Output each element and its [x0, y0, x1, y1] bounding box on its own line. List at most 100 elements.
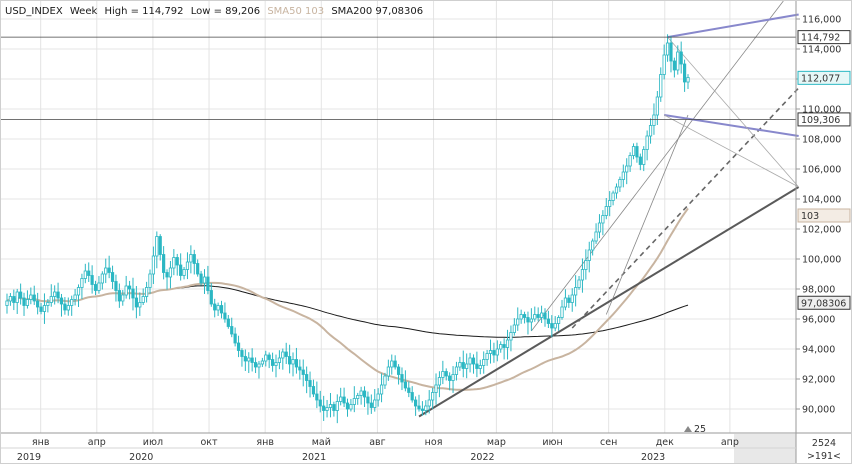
- candle: [315, 381, 319, 409]
- candle: [638, 153, 642, 171]
- candle: [73, 289, 77, 306]
- month-label: окт: [201, 437, 219, 448]
- candle: [648, 118, 653, 144]
- candle: [631, 143, 636, 160]
- candle: [155, 231, 159, 269]
- candle: [172, 249, 176, 276]
- candle: [665, 34, 670, 62]
- price-tag: 112,077: [797, 70, 851, 85]
- candles: [5, 34, 690, 424]
- candle: [458, 356, 462, 371]
- candle: [311, 379, 316, 398]
- candle: [22, 292, 26, 316]
- candle: [131, 277, 135, 311]
- candle: [373, 389, 377, 412]
- candle: [601, 210, 605, 236]
- header-high: High = 114,792: [104, 6, 183, 17]
- candle: [175, 253, 179, 276]
- candle: [417, 394, 421, 412]
- candle: [448, 372, 452, 391]
- candle: [134, 286, 138, 319]
- candle: [199, 270, 203, 286]
- candle: [305, 366, 309, 394]
- candle: [335, 394, 339, 424]
- candle: [168, 260, 173, 289]
- candle: [42, 293, 47, 324]
- candle: [192, 249, 196, 275]
- trendlines: [418, 1, 800, 418]
- sma50-line: [6, 207, 689, 391]
- header-symbol: USD_INDEX: [5, 6, 63, 17]
- candle: [679, 41, 683, 74]
- candle: [49, 284, 53, 307]
- price-tick-label: 100,000: [802, 255, 841, 266]
- candle: [32, 285, 36, 305]
- candle: [124, 275, 128, 299]
- candle: [226, 315, 230, 329]
- month-label: май: [312, 437, 331, 448]
- candle: [676, 45, 680, 75]
- price-tick-label: 114,000: [802, 45, 841, 56]
- candle: [104, 258, 108, 284]
- month-label: сен: [600, 437, 617, 448]
- candle: [121, 289, 125, 306]
- candle: [291, 352, 295, 377]
- corner-top-label: 2524: [812, 438, 836, 449]
- candle: [557, 315, 561, 331]
- candle: [369, 394, 373, 414]
- candle: [672, 57, 676, 78]
- candle: [66, 297, 70, 316]
- main-uptrend-line: [418, 186, 800, 418]
- candle: [407, 381, 411, 398]
- candle: [151, 246, 156, 284]
- candle: [376, 388, 380, 407]
- corner-bottom-label[interactable]: >191<: [807, 451, 841, 462]
- candle: [56, 282, 60, 304]
- candle: [29, 287, 33, 305]
- candle: [383, 372, 387, 389]
- candle: [550, 315, 554, 338]
- candle: [390, 354, 394, 375]
- time-axis: янв апр июл окт янв май авг ноя мар июн сен дек апр 2…: [1, 424, 851, 463]
- candle: [516, 307, 520, 331]
- candle: [243, 349, 247, 372]
- candle: [189, 245, 193, 274]
- candle: [386, 359, 390, 381]
- candle: [580, 258, 585, 293]
- year-label: 2022: [470, 452, 494, 463]
- candle: [682, 59, 687, 92]
- candle: [288, 344, 292, 374]
- fan-line-down: [667, 36, 799, 188]
- candle: [485, 349, 489, 366]
- candle: [349, 398, 353, 412]
- candle: [536, 307, 540, 322]
- candle: [379, 373, 384, 403]
- candle: [424, 400, 428, 416]
- candle: [574, 275, 578, 307]
- svg-text:112,077: 112,077: [801, 73, 840, 84]
- month-label: дек: [656, 437, 674, 448]
- candle: [441, 360, 445, 385]
- price-tick-label: 96,000: [802, 315, 835, 326]
- candle: [420, 401, 425, 416]
- candle: [461, 350, 465, 378]
- candle: [19, 283, 23, 305]
- month-label: янв: [256, 437, 274, 448]
- candle: [625, 158, 629, 185]
- fan-line-steep: [531, 1, 784, 332]
- month-label: авг: [369, 437, 385, 448]
- month-label: апр: [88, 437, 106, 448]
- candle: [267, 352, 271, 369]
- candle: [393, 355, 397, 370]
- price-axis: 90,000 92,000 94,000 96,000 98,000 100,000 102…: [795, 1, 851, 463]
- month-label: янв: [32, 437, 50, 448]
- candle: [233, 327, 237, 347]
- candle: [427, 390, 431, 414]
- candle: [59, 293, 64, 317]
- candle: [117, 283, 121, 308]
- candle: [642, 146, 646, 172]
- year-label: 2019: [17, 452, 41, 463]
- candle: [608, 191, 612, 217]
- candle: [301, 359, 305, 387]
